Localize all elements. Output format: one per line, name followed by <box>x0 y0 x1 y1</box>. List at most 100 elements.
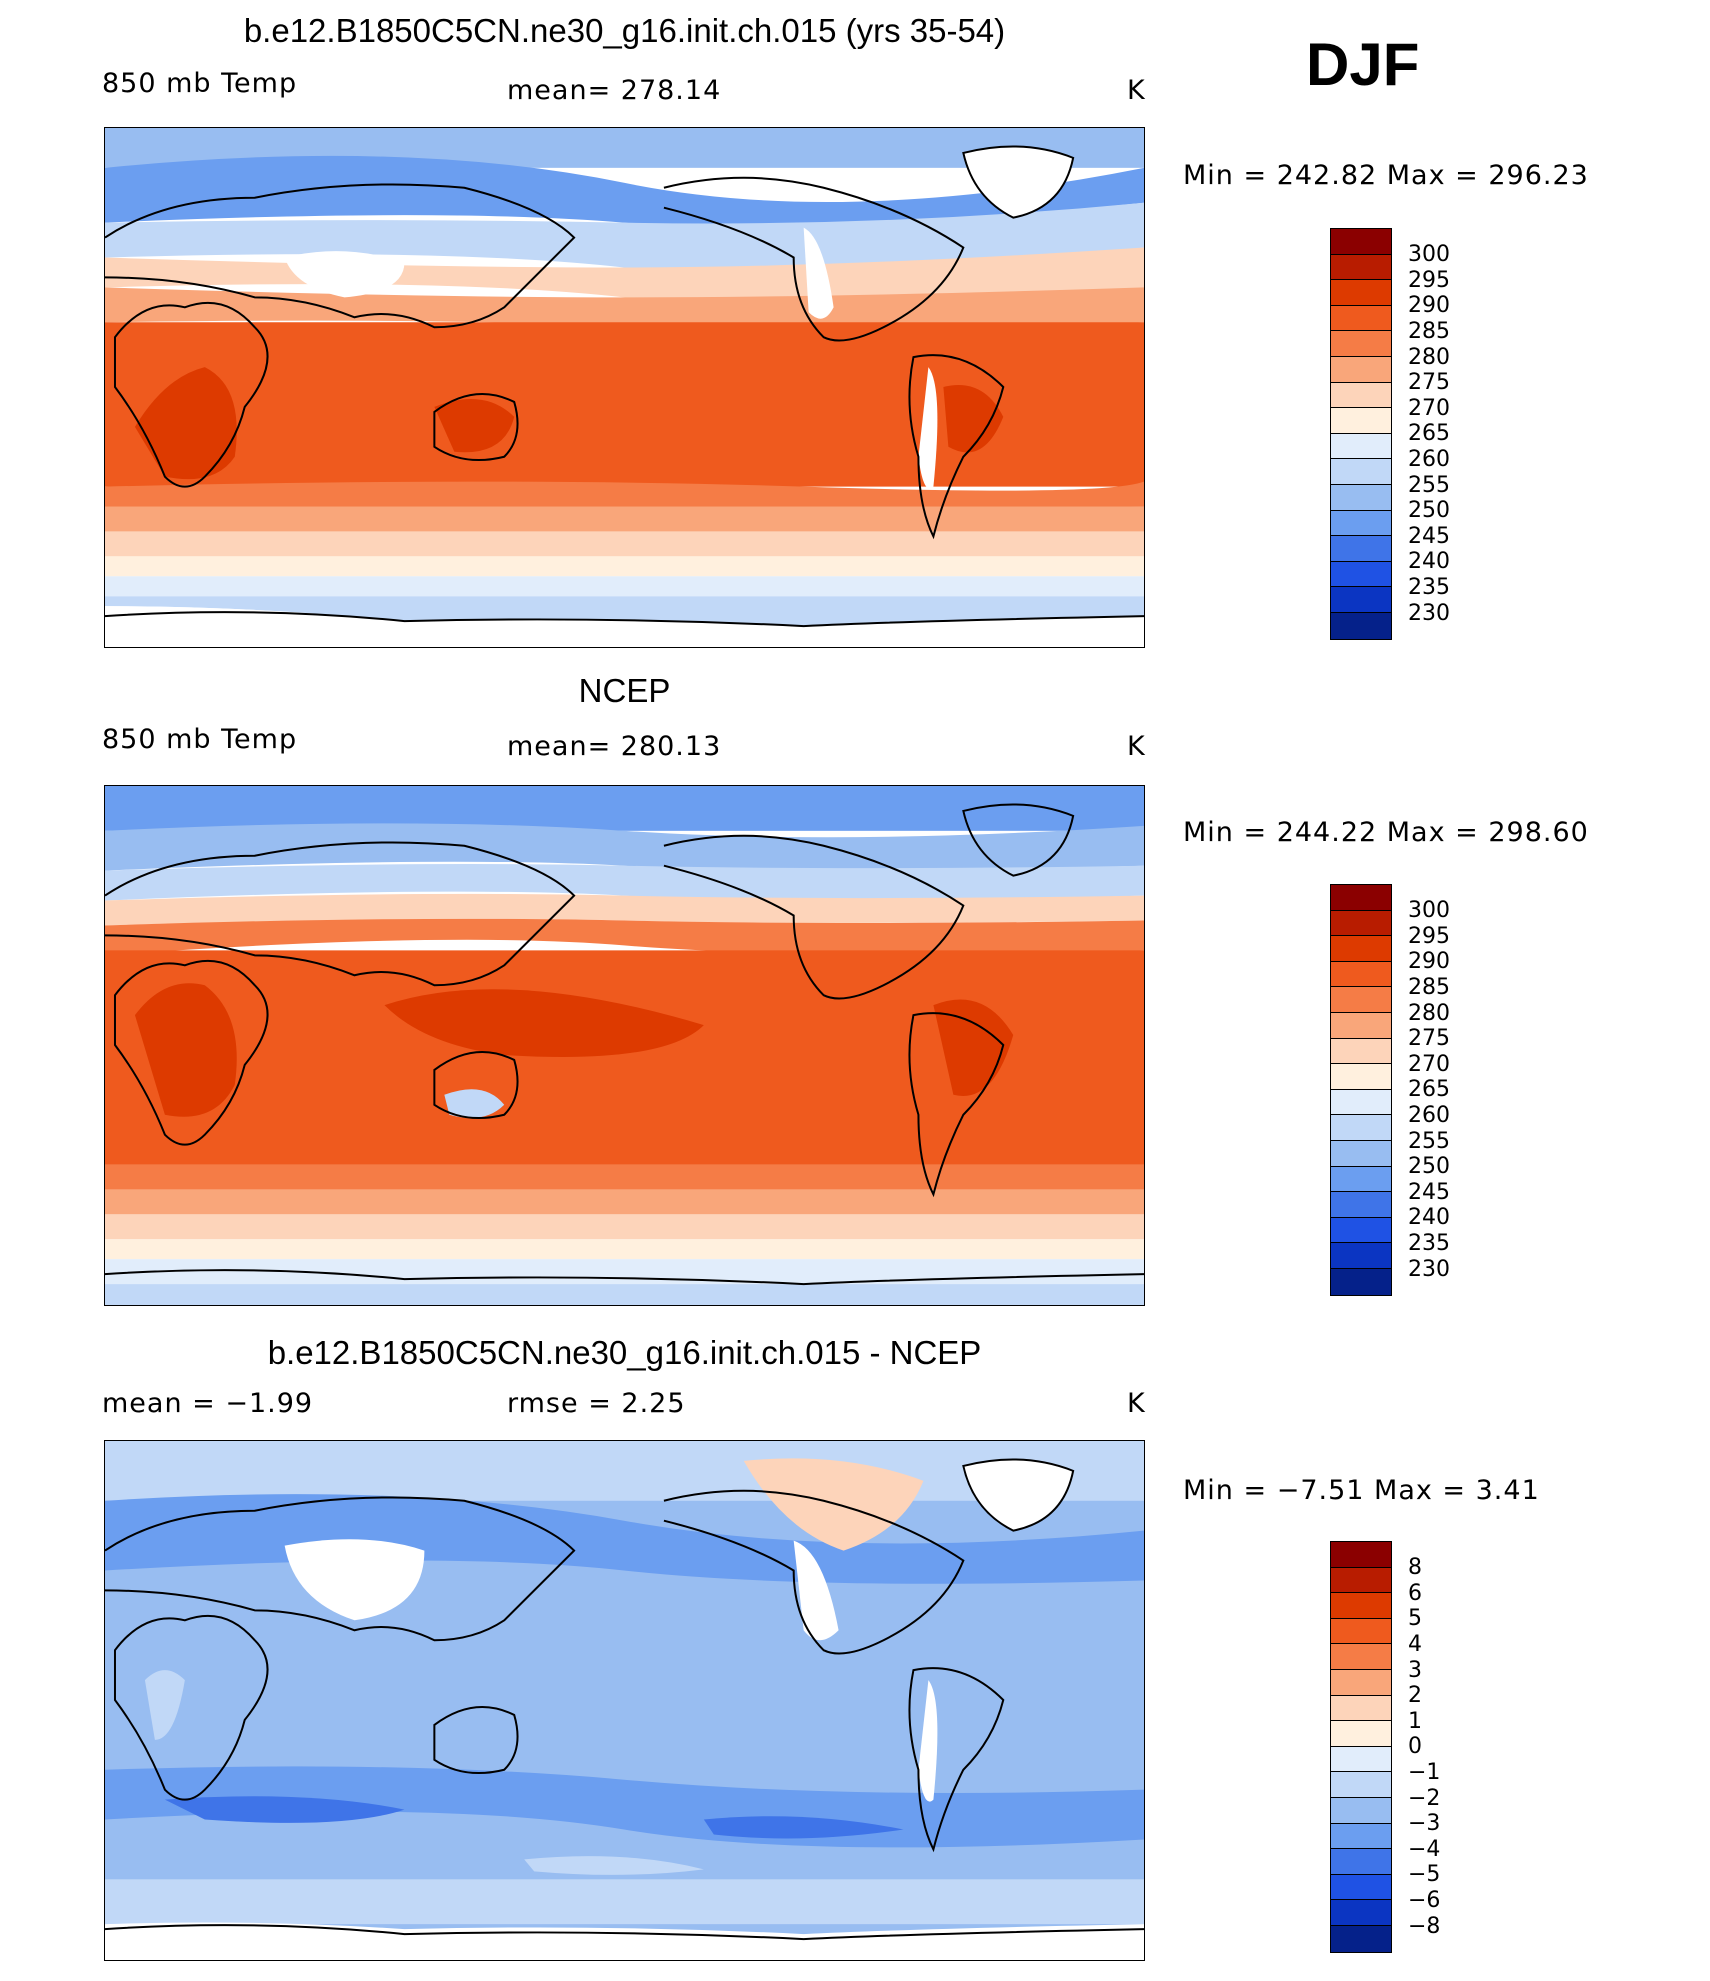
colorbar-tick-label: 245 <box>1408 524 1450 549</box>
colorbar-tick-label: 250 <box>1408 1154 1450 1179</box>
band-mild-south <box>105 531 1144 557</box>
rockies-mask <box>793 1540 839 1641</box>
colorbar-tick-label: 245 <box>1408 1180 1450 1205</box>
band-mild-north <box>105 893 1144 926</box>
colorbar-swatch <box>1331 1243 1391 1269</box>
colorbar-tick-label: 255 <box>1408 473 1450 498</box>
colorbar-tick-label: 5 <box>1408 1606 1422 1631</box>
colorbar-swatch <box>1331 936 1391 962</box>
greenland-mask <box>963 1459 1074 1531</box>
panel3-map-svg <box>105 1441 1144 1960</box>
diff-light-patch-south <box>524 1856 704 1875</box>
coast-eurasia <box>105 841 576 987</box>
colorbar-tick-label: 240 <box>1408 549 1450 574</box>
panel3-rmse-label: rmse = 2.25 <box>507 1388 686 1419</box>
diff-antarctic-edge <box>105 1879 1144 1925</box>
band-cool-north <box>105 202 1144 275</box>
coast-antarctica <box>105 1924 1144 1941</box>
maritime-continent-warm-core <box>384 989 704 1057</box>
colorbar-swatch <box>1331 961 1391 988</box>
colorbar-tick-label: 230 <box>1408 601 1450 626</box>
season-label: DJF <box>1306 31 1420 98</box>
antarctica-mask <box>105 606 1144 647</box>
colorbar-swatch <box>1331 885 1391 911</box>
panel2-units-label: K <box>1127 731 1146 762</box>
coast-greenland <box>962 145 1075 219</box>
colorbar-tick-label: 300 <box>1408 898 1450 923</box>
colorbar-swatch <box>1331 910 1391 937</box>
panel2-map <box>104 785 1145 1306</box>
colorbar-swatch <box>1331 408 1391 434</box>
colorbar-tick-label: 260 <box>1408 447 1450 472</box>
colorbar-tick-label: −6 <box>1408 1888 1441 1913</box>
band-polar-north <box>105 786 1144 831</box>
colorbar-tick-label: 3 <box>1408 1658 1422 1683</box>
colorbar-tick-label: −5 <box>1408 1862 1441 1887</box>
rockies-mask <box>803 227 834 319</box>
greenland-mask <box>963 146 1074 218</box>
colorbar-tick-label: 235 <box>1408 1231 1450 1256</box>
colorbar-swatch <box>1331 1542 1391 1568</box>
diff-warm-canada <box>743 1458 924 1551</box>
coast-south-america <box>908 1012 1005 1198</box>
colorbar-swatch <box>1331 536 1391 562</box>
colorbar-swatch <box>1331 484 1391 511</box>
colorbar-tick-label: 270 <box>1408 1052 1450 1077</box>
colorbar-swatch <box>1331 612 1391 639</box>
colorbar-swatch <box>1331 1115 1391 1141</box>
colorbar-tick-label: 240 <box>1408 1205 1450 1230</box>
south-america-warm-core <box>943 385 1004 453</box>
colorbar-swatch <box>1331 305 1391 332</box>
coast-greenland <box>962 1458 1075 1532</box>
panel2-temperature-bands <box>105 786 1144 1305</box>
colorbar-tick-label: 1 <box>1408 1709 1422 1734</box>
colorbar-swatch <box>1331 1593 1391 1619</box>
coast-antarctica <box>105 611 1144 628</box>
colorbar-swatch <box>1331 1797 1391 1824</box>
colorbar-swatch <box>1331 1064 1391 1090</box>
coast-australia <box>433 1050 519 1120</box>
coast-australia <box>433 392 519 462</box>
colorbar-tick-label: 280 <box>1408 1001 1450 1026</box>
andes-mask <box>918 367 938 489</box>
colorbar-tick-label: 275 <box>1408 370 1450 395</box>
colorbar-swatch <box>1331 1192 1391 1218</box>
colorbar-tick-label: −3 <box>1408 1811 1441 1836</box>
colorbar-tick-label: 265 <box>1408 1077 1450 1102</box>
panel2-coastlines <box>105 803 1144 1286</box>
band-warm-south-2 <box>105 506 1144 532</box>
colorbar-tick-label: 250 <box>1408 498 1450 523</box>
colorbar-swatch <box>1331 433 1391 460</box>
colorbar-tick-label: 8 <box>1408 1555 1422 1580</box>
band-cool-south <box>105 556 1144 577</box>
colorbar-tick-label: 285 <box>1408 975 1450 1000</box>
colorbar-tick-label: 260 <box>1408 1103 1450 1128</box>
band-cold-north <box>105 823 1144 871</box>
tibet-mask <box>284 1539 425 1621</box>
colorbar-swatch <box>1331 987 1391 1013</box>
coast-eurasia <box>105 183 576 329</box>
colorbar-tick-label: 280 <box>1408 345 1450 370</box>
band-cool-south <box>105 1239 1144 1260</box>
band-warm-north <box>105 287 1144 332</box>
colorbar-swatch <box>1331 1140 1391 1167</box>
panel1-temperature-bands <box>105 128 1144 647</box>
coast-eurasia <box>105 1496 576 1642</box>
panel3-mean-label: mean = −1.99 <box>102 1388 314 1419</box>
panel3-minmax-label: Min = −7.51 Max = 3.41 <box>1183 1475 1540 1506</box>
band-cool-north <box>105 864 1144 901</box>
coast-north-america <box>663 1489 965 1655</box>
colorbar-swatch <box>1331 280 1391 306</box>
colorbar-tick-label: 4 <box>1408 1632 1422 1657</box>
colorbar-tick-label: −4 <box>1408 1837 1441 1862</box>
colorbar-tick-label: 6 <box>1408 1581 1422 1606</box>
panel3-coastlines <box>105 1458 1144 1941</box>
colorbar-swatch <box>1331 1089 1391 1116</box>
panel2-colorbar <box>1330 884 1392 1296</box>
colorbar-swatch <box>1331 356 1391 383</box>
panel1-variable-label: 850 mb Temp <box>102 68 298 99</box>
panel3-title: b.e12.B1850C5CN.ne30_g16.init.ch.015 - N… <box>267 1334 982 1371</box>
colorbar-tick-label: 230 <box>1408 1257 1450 1282</box>
colorbar-tick-label: 275 <box>1408 1026 1450 1051</box>
colorbar-swatch <box>1331 1746 1391 1773</box>
